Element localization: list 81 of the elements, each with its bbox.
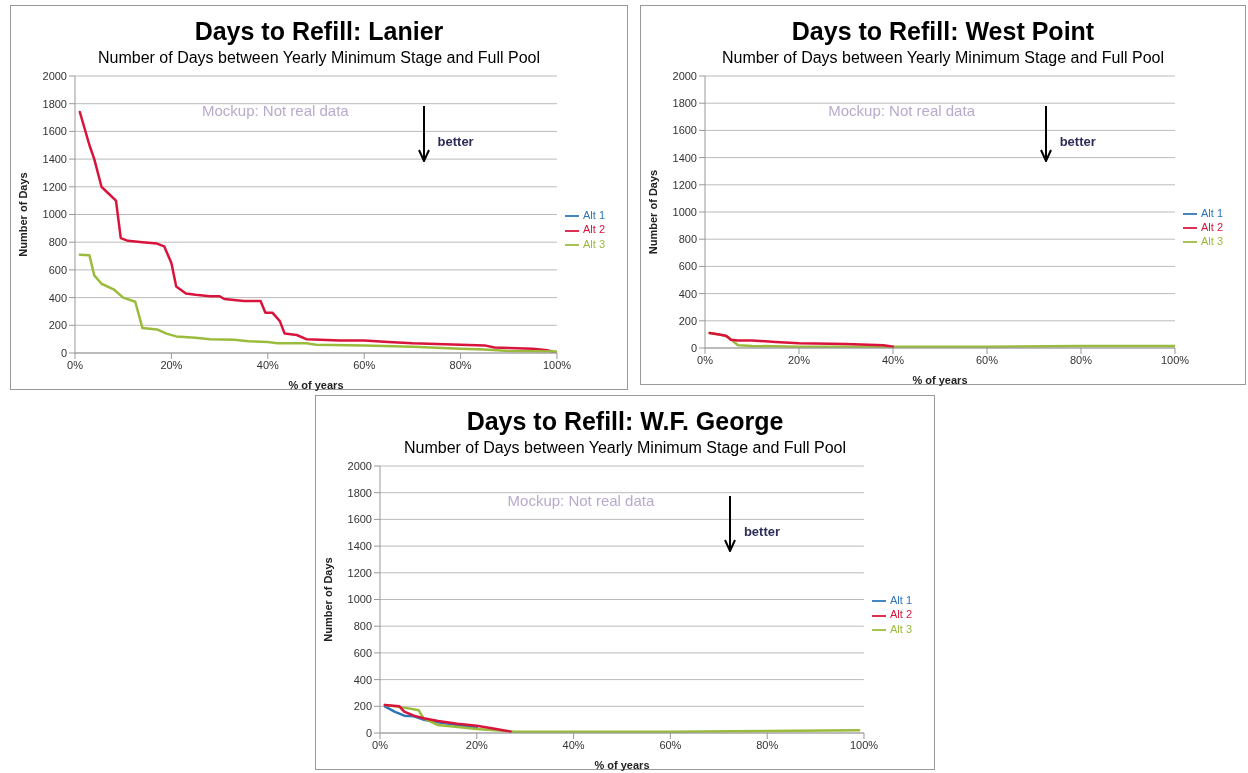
y-tick-label: 1000	[347, 593, 372, 606]
y-tick-label: 200	[353, 700, 372, 713]
x-tick-label: 0%	[67, 358, 84, 371]
y-tick-label: 2000	[42, 69, 67, 82]
y-axis-title: Number of Days	[16, 172, 29, 257]
x-tick-label: 40%	[881, 353, 905, 366]
y-tick-label: 600	[353, 646, 372, 659]
y-tick-label: 2000	[672, 69, 697, 82]
x-tick-label: 20%	[465, 738, 489, 751]
line-series	[78, 253, 557, 353]
x-tick-label: 20%	[787, 353, 811, 366]
x-tick-label: 0%	[697, 353, 714, 366]
y-tick-label: 1400	[672, 151, 697, 164]
x-axis-title: % of years	[288, 379, 344, 391]
x-tick-label: 100%	[849, 738, 879, 751]
y-axis-title: Number of Days	[646, 169, 659, 255]
chart-subtitle: Number of Days between Yearly Minimum Stage and Full Pool	[97, 48, 541, 68]
annotation: Mockup: Not real data	[507, 492, 655, 509]
y-tick-label: 400	[353, 673, 372, 686]
legend-label: Alt 1	[1200, 206, 1223, 219]
x-tick-label: 100%	[1160, 353, 1190, 366]
chart-title: Days to Refill: West Point	[790, 16, 1096, 46]
annotation: Mockup: Not real data	[828, 102, 975, 119]
y-axis-title: Number of Days	[321, 557, 334, 642]
y-tick-label: 1200	[42, 180, 67, 193]
line-series	[708, 331, 895, 348]
legend-label: Alt 3	[582, 237, 605, 250]
y-tick-label: 1400	[347, 540, 372, 553]
y-tick-label: 1200	[672, 178, 697, 191]
y-tick-label: 200	[678, 314, 697, 327]
y-tick-label: 1800	[347, 486, 372, 499]
x-tick-label: 80%	[756, 738, 779, 751]
y-tick-label: 400	[678, 287, 697, 300]
legend-label: Alt 2	[582, 223, 605, 236]
legend-label: Alt 3	[1200, 235, 1223, 248]
y-tick-label: 400	[48, 291, 67, 304]
x-tick-label: 20%	[160, 358, 183, 371]
y-tick-label: 0	[60, 346, 67, 359]
x-tick-label: 0%	[372, 738, 389, 751]
y-tick-label: 800	[48, 236, 67, 249]
y-tick-label: 0	[690, 341, 697, 354]
y-tick-label: 1800	[42, 97, 67, 110]
legend-label: Alt 2	[1200, 220, 1223, 233]
y-tick-label: 1800	[672, 97, 697, 110]
chart-title: Days to Refill: Lanier	[193, 16, 445, 46]
y-tick-label: 1600	[672, 124, 697, 137]
y-tick-label: 800	[353, 620, 372, 633]
x-tick-label: 80%	[449, 358, 472, 371]
annotation: Mockup: Not real data	[201, 102, 349, 119]
y-tick-label: 1000	[42, 208, 67, 221]
x-tick-label: 60%	[975, 353, 999, 366]
legend-label: Alt 1	[582, 209, 605, 222]
x-tick-label: 40%	[256, 358, 280, 371]
annotation: better	[437, 134, 474, 149]
x-axis-title: % of years	[912, 374, 968, 386]
y-tick-label: 2000	[347, 459, 372, 472]
y-tick-label: 1200	[347, 566, 372, 579]
legend-label: Alt 3	[889, 622, 912, 635]
y-tick-label: 600	[48, 263, 67, 276]
y-tick-label: 600	[678, 260, 697, 273]
line-series	[383, 703, 512, 733]
legend-label: Alt 1	[889, 594, 912, 607]
y-tick-label: 1600	[42, 125, 67, 138]
legend-label: Alt 2	[889, 608, 912, 621]
x-tick-label: 100%	[542, 358, 572, 371]
y-tick-label: 1400	[42, 153, 67, 166]
y-tick-label: 800	[678, 233, 697, 246]
x-tick-label: 60%	[659, 738, 682, 751]
chart-subtitle: Number of Days between Yearly Minimum Stage and Full Pool	[403, 438, 847, 458]
x-tick-label: 40%	[562, 738, 585, 751]
chart-title: Days to Refill: W.F. George	[465, 406, 785, 436]
chart-subtitle: Number of Days between Yearly Minimum Stage and Full Pool	[721, 48, 1165, 68]
x-tick-label: 60%	[353, 358, 376, 371]
y-tick-label: 0	[365, 726, 372, 739]
annotation: better	[1059, 134, 1096, 149]
x-tick-label: 80%	[1069, 353, 1093, 366]
annotation: better	[743, 524, 780, 539]
y-tick-label: 1000	[672, 205, 697, 218]
y-tick-label: 200	[48, 319, 67, 332]
x-axis-title: % of years	[594, 759, 650, 771]
y-tick-label: 1600	[347, 513, 372, 526]
